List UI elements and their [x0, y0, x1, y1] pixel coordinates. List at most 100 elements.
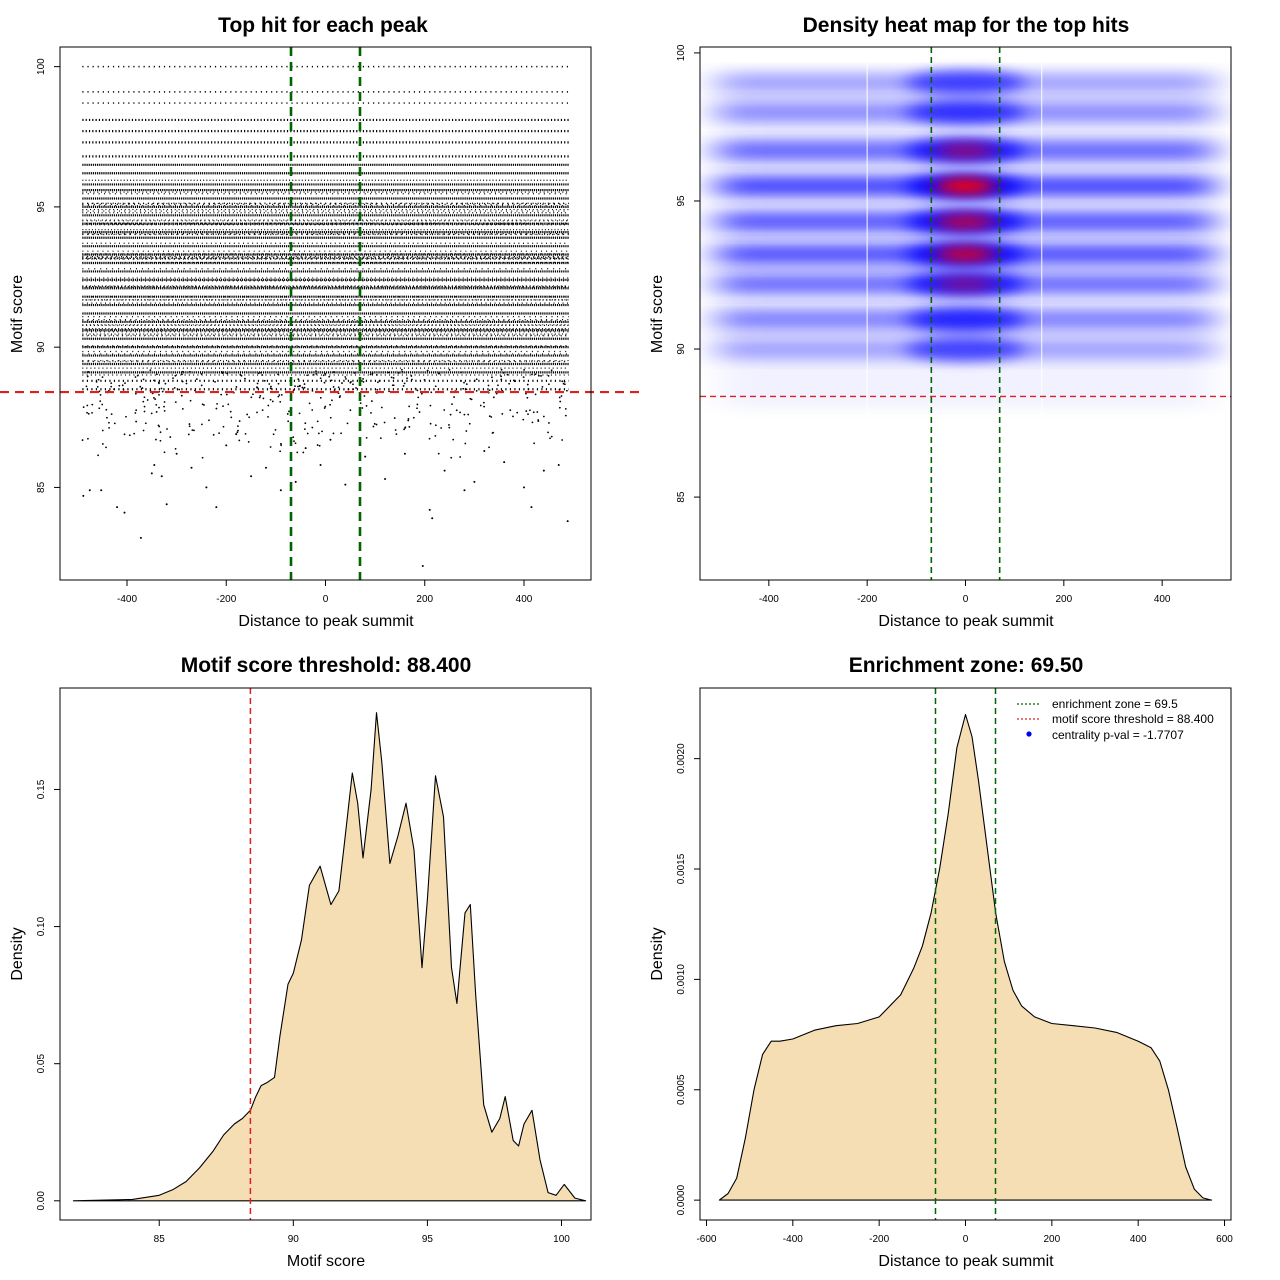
scatter-point: [449, 413, 452, 416]
scatter-point: [395, 433, 398, 436]
scatter-point: [87, 437, 89, 440]
score-density-title: Motif score threshold: 88.400: [181, 654, 472, 677]
scatter-point: [383, 421, 386, 424]
scatter-point: [488, 415, 491, 418]
scatter-point: [88, 489, 91, 492]
scatter-point: [400, 368, 403, 371]
scatter-point: [269, 446, 272, 448]
scatter-point: [349, 381, 352, 384]
score-density-x-tick-label: 85: [154, 1234, 166, 1245]
scatter-point: [319, 463, 322, 466]
scatter-point: [86, 404, 89, 407]
scatter-point: [448, 368, 451, 371]
scatter-point: [376, 388, 379, 391]
scatter-x-axis: -400 -200 0 200 400: [117, 579, 533, 605]
scatter-point: [465, 388, 468, 391]
scatter-point: [99, 400, 102, 402]
scatter-point: [488, 446, 490, 449]
scatter-point: [380, 406, 383, 409]
scatter-point: [497, 384, 499, 387]
scatter-point: [364, 455, 367, 458]
scatter-point: [155, 438, 157, 441]
scatter-point: [108, 426, 110, 429]
scatter-point: [482, 401, 485, 404]
scatter-point: [527, 413, 529, 416]
scatter-point: [165, 503, 168, 506]
scatter-point: [96, 385, 99, 388]
scatter-point: [105, 446, 107, 449]
distance-density-y-tick-label: 0.0010: [676, 964, 687, 995]
scatter-point: [259, 394, 262, 397]
scatter-point: [532, 411, 535, 414]
scatter-point: [159, 439, 162, 442]
scatter-point: [463, 381, 465, 384]
scatter-point: [564, 408, 567, 410]
scatter-point: [332, 386, 335, 388]
scatter-point: [349, 409, 352, 412]
heatmap-hot-spot: [935, 275, 996, 292]
scatter-point: [410, 378, 413, 381]
scatter-point: [311, 409, 314, 411]
scatter-point: [214, 380, 216, 383]
scatter-point: [558, 388, 561, 391]
heatmap-title: Density heat map for the top hits: [803, 14, 1130, 37]
scatter-point: [87, 370, 90, 373]
scatter-point: [302, 451, 305, 454]
scatter-point: [296, 451, 299, 454]
scatter-point: [333, 389, 336, 392]
scatter-point: [465, 430, 468, 432]
scatter-point: [475, 389, 478, 392]
scatter-point: [155, 403, 158, 406]
scatter-point: [560, 395, 563, 397]
scatter-point: [169, 436, 172, 438]
scatter-point: [542, 415, 545, 418]
scatter-point: [278, 394, 281, 396]
scatter-point: [434, 435, 437, 437]
scatter-point: [318, 444, 321, 447]
scatter-point: [135, 409, 138, 412]
scatter-point: [437, 452, 440, 455]
scatter-point: [359, 402, 362, 405]
scatter-point: [460, 371, 462, 374]
scatter-point: [329, 416, 332, 419]
scatter-point: [512, 415, 514, 418]
heatmap-center-blob: [905, 337, 1026, 362]
scatter-point: [134, 392, 137, 395]
scatter-point: [101, 429, 104, 432]
scatter-point: [508, 382, 511, 385]
legend-item-pval: centrality p-val = -1.7707: [1026, 728, 1184, 742]
scatter-point: [252, 393, 254, 396]
scatter-point: [561, 439, 564, 441]
scatter-point: [226, 372, 229, 375]
scatter-point: [464, 442, 467, 445]
scatter-point: [303, 383, 306, 385]
scatter-point: [86, 411, 88, 414]
scatter-point: [143, 396, 146, 399]
scatter-point: [527, 388, 530, 390]
heatmap-center-blob: [905, 307, 1026, 332]
scatter-y-label: Motif score: [9, 275, 26, 353]
heatmap-hot-spot: [935, 213, 996, 230]
scatter-point: [256, 411, 258, 414]
legend-label-pval: centrality p-val = -1.7707: [1052, 728, 1184, 742]
scatter-point: [501, 413, 504, 415]
scatter-point: [97, 378, 100, 381]
scatter-point: [250, 475, 253, 478]
scatter-point: [215, 407, 218, 410]
scatter-point: [294, 442, 297, 445]
scatter-point: [548, 422, 550, 424]
scatter-point: [328, 375, 331, 378]
scatter-y-axis: 85 90 95 100: [36, 58, 61, 493]
scatter-point: [434, 424, 437, 427]
scatter-point: [315, 373, 318, 375]
panel-score-density: Motif score threshold: 88.400 85 90 95 100 …: [9, 654, 592, 1270]
scatter-point: [308, 402, 311, 405]
scatter-point: [172, 377, 174, 380]
heatmap-center-blob: [905, 70, 1026, 95]
scatter-point: [188, 423, 191, 425]
scatter-point: [330, 379, 333, 382]
score-density-y-tick-label: 0.00: [36, 1191, 47, 1211]
scatter-point: [225, 444, 228, 447]
scatter-point: [322, 374, 325, 377]
scatter-point: [262, 397, 265, 400]
